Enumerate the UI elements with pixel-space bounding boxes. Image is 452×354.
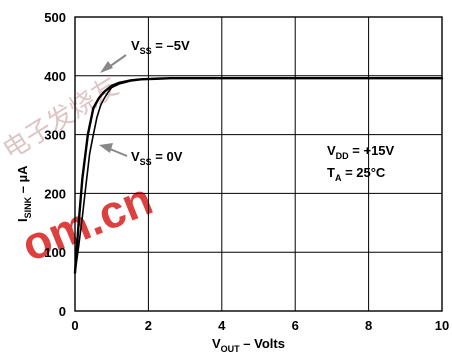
y-tick-label: 200 [44,186,66,201]
y-tick-label: 500 [44,10,66,25]
vdd-condition: VDD = +15V [327,143,395,161]
arrow-head-vss-neg5 [100,61,113,73]
y-tick-label: 100 [44,245,66,260]
arrow-head-vss-0 [99,143,113,153]
series-curves [73,76,444,274]
y-tick-label: 400 [44,69,66,84]
arrow-line-vss-0 [109,148,128,157]
x-tick-label: 8 [365,318,372,333]
plot-frame [74,16,443,312]
series-label-vss-0: VSS = 0V [99,143,183,167]
svg-text:VSS = –5V: VSS = –5V [131,38,190,56]
x-axis-label: VOUT – Volts [212,336,285,354]
watermark-cjk: 电子发烧友 [0,72,123,165]
x-tick-label: 6 [292,318,299,333]
svg-text:VSS = 0V: VSS = 0V [131,149,183,167]
x-tick-label: 10 [435,318,449,333]
conditions-annotation: VDD = +15V TA = 25°C [327,143,395,183]
series-line-vss-0 [74,77,442,273]
x-tick-label: 2 [145,318,152,333]
y-axis-label: ISINK – µA [15,165,33,222]
gridlines [74,16,443,312]
y-tick-labels: 0 100 200 300 400 500 [44,10,66,319]
x-tick-label: 4 [218,318,226,333]
watermark-text: om.cn [14,172,159,271]
ta-condition: TA = 25°C [327,165,386,183]
series-label-vss-neg5: VSS = –5V [100,38,190,73]
y-tick-label: 300 [44,128,66,143]
x-tick-label: 0 [71,318,78,333]
arrow-line-vss-neg5 [108,54,127,68]
y-tick-label: 0 [59,304,66,319]
x-tick-labels: 0 2 4 6 8 10 [71,318,449,333]
